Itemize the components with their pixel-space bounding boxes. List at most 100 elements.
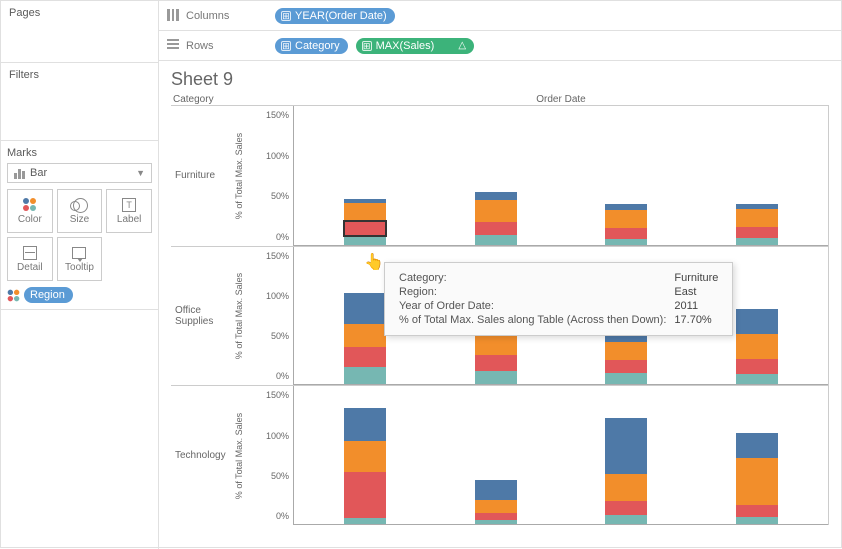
chevron-down-icon: ▼ (136, 168, 145, 178)
bar-segment[interactable] (475, 200, 517, 221)
mark-detail-button[interactable]: Detail (7, 237, 53, 281)
bar-segment[interactable] (605, 239, 647, 246)
marks-grid: Color Size T Label Detail Tooltip (7, 189, 152, 281)
bar-segment[interactable] (605, 474, 647, 500)
row-category-label: Office Supplies (171, 247, 231, 386)
bar-segment[interactable] (344, 441, 386, 473)
bar-segment[interactable] (475, 371, 517, 386)
bar-segment[interactable] (475, 480, 517, 500)
bar-segment[interactable] (475, 192, 517, 200)
mark-tooltip-button[interactable]: Tooltip (57, 237, 103, 281)
bar-segment[interactable] (344, 472, 386, 518)
bar-segment[interactable] (736, 359, 778, 374)
sheet-title[interactable]: Sheet 9 (171, 69, 829, 90)
bar-segment[interactable] (605, 373, 647, 385)
bar-segment[interactable] (736, 517, 778, 525)
bar-segment[interactable] (475, 520, 517, 525)
bar-segment[interactable] (605, 501, 647, 516)
mark-type-label: Bar (30, 167, 47, 179)
chart-header: Category Order Date (171, 94, 829, 105)
axis-ticks: 150%100%50%0% (247, 247, 293, 386)
rows-pills: ⊞Category ⊞MAX(Sales)△ (275, 38, 474, 54)
stacked-bar[interactable] (344, 408, 386, 525)
field-pill[interactable]: ⊞YEAR(Order Date) (275, 8, 395, 24)
row-category-label: Furniture (171, 106, 231, 246)
bar-segment[interactable] (475, 355, 517, 371)
columns-label: Columns (167, 9, 267, 23)
bar-segment[interactable] (736, 433, 778, 458)
mark-color-button[interactable]: Color (7, 189, 53, 233)
plot-area[interactable] (293, 106, 828, 246)
filters-shelf[interactable]: Filters (1, 63, 158, 141)
bar-segment[interactable] (344, 203, 386, 221)
axis-ticks: 150%100%50%0% (247, 106, 293, 246)
chart-row: Technology% of Total Max. Sales150%100%5… (171, 385, 828, 525)
bar-segment[interactable] (736, 458, 778, 506)
stacked-bar[interactable] (475, 192, 517, 246)
plot-area[interactable] (293, 386, 828, 525)
color-icon (23, 198, 36, 211)
bar-segment[interactable] (344, 518, 386, 525)
bar-segment[interactable] (344, 221, 386, 236)
bar-segment[interactable] (736, 309, 778, 334)
bar-segment[interactable] (344, 408, 386, 441)
stacked-bar[interactable] (475, 480, 517, 525)
bar-segment[interactable] (736, 209, 778, 227)
bar-segment[interactable] (736, 374, 778, 386)
bar-segment[interactable] (475, 513, 517, 520)
field-pill[interactable]: ⊞MAX(Sales)△ (356, 38, 474, 54)
bar-segment[interactable] (605, 360, 647, 373)
bar-segment[interactable] (475, 500, 517, 513)
mark-detail-label: Detail (17, 262, 43, 273)
bar-segment[interactable] (736, 238, 778, 245)
bar-segment[interactable] (344, 324, 386, 347)
bar-icon (14, 167, 25, 179)
stacked-bar[interactable] (605, 418, 647, 525)
bar-segment[interactable] (344, 347, 386, 367)
axis-label: % of Total Max. Sales (231, 247, 247, 386)
mark-label-button[interactable]: T Label (106, 189, 152, 233)
stacked-bar[interactable] (605, 204, 647, 245)
bar-segment[interactable] (736, 227, 778, 239)
rows-label: Rows (167, 39, 267, 53)
mark-size-button[interactable]: Size (57, 189, 103, 233)
bar-segment[interactable] (605, 228, 647, 240)
tooltip: Category:FurnitureRegion:EastYear of Ord… (384, 262, 733, 336)
stacked-bar[interactable] (736, 204, 778, 246)
stacked-bar[interactable] (344, 199, 386, 246)
bar-segment[interactable] (605, 515, 647, 525)
bar-segment[interactable] (344, 293, 386, 324)
bar-segment[interactable] (344, 367, 386, 385)
bar-segment[interactable] (475, 333, 517, 354)
mark-tooltip-label: Tooltip (65, 262, 94, 273)
columns-shelf[interactable]: Columns ⊞YEAR(Order Date) (159, 1, 841, 31)
filters-title: Filters (9, 69, 150, 81)
stacked-bar[interactable] (344, 293, 386, 385)
shelves: Columns ⊞YEAR(Order Date) Rows ⊞Category… (159, 1, 841, 61)
rows-shelf[interactable]: Rows ⊞Category ⊞MAX(Sales)△ (159, 31, 841, 61)
axis-ticks: 150%100%50%0% (247, 386, 293, 525)
marks-title: Marks (7, 147, 152, 159)
marks-card: Marks Bar ▼ Color Size T Label Detail (1, 141, 158, 310)
mark-label-label: Label (117, 214, 141, 225)
chart-row: Furniture% of Total Max. Sales150%100%50… (171, 106, 828, 246)
bar-segment[interactable] (605, 210, 647, 227)
color-icon (8, 289, 20, 301)
stacked-bar[interactable] (736, 309, 778, 385)
bar-segment[interactable] (605, 418, 647, 474)
bar-segment[interactable] (475, 222, 517, 235)
pages-shelf[interactable]: Pages (1, 1, 158, 63)
region-pill[interactable]: Region (24, 287, 73, 303)
bar-segment[interactable] (736, 505, 778, 517)
stacked-bar[interactable] (736, 433, 778, 525)
bar-segment[interactable] (736, 334, 778, 359)
columns-pills: ⊞YEAR(Order Date) (275, 8, 395, 24)
bar-segment[interactable] (605, 342, 647, 360)
axis-label: % of Total Max. Sales (231, 106, 247, 246)
bar-segment[interactable] (475, 235, 517, 246)
color-field-row[interactable]: Region (7, 287, 152, 303)
mark-type-select[interactable]: Bar ▼ (7, 163, 152, 183)
label-icon: T (122, 198, 136, 212)
field-pill[interactable]: ⊞Category (275, 38, 348, 54)
bar-segment[interactable] (344, 236, 386, 246)
